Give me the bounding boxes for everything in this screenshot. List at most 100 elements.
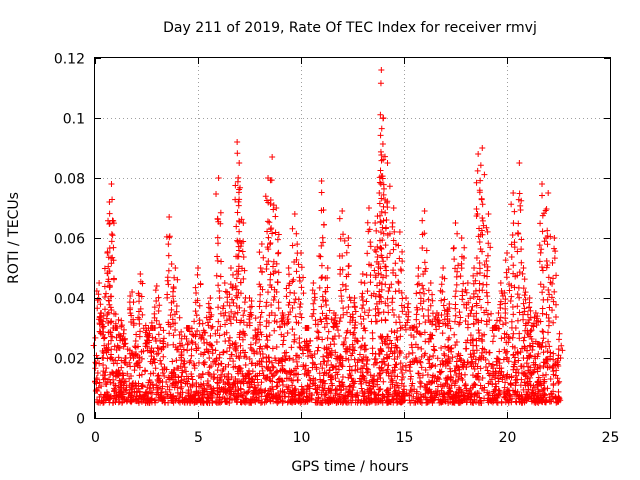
noise-point (490, 388, 497, 395)
cluster-point (132, 344, 139, 351)
noise-point (349, 391, 356, 398)
noise-point (203, 399, 210, 406)
cluster-point (272, 312, 279, 319)
noise-point (108, 354, 115, 361)
noise-point (109, 333, 116, 340)
cluster-point (376, 298, 383, 305)
cluster-point (425, 287, 432, 294)
noise-point (410, 393, 417, 400)
cluster-point (241, 307, 248, 314)
cluster-point (165, 267, 172, 274)
noise-point (430, 352, 437, 359)
noise-point (212, 330, 219, 337)
noise-point (473, 373, 480, 380)
noise-point (369, 345, 376, 352)
noise-point (92, 334, 99, 341)
noise-point (92, 387, 99, 394)
noise-point (504, 371, 511, 378)
noise-point (543, 371, 550, 378)
cluster-point (233, 223, 240, 230)
noise-point (523, 397, 530, 404)
noise-point (222, 398, 229, 405)
cluster-point (477, 177, 484, 184)
noise-point (233, 396, 240, 403)
cluster-point (240, 253, 247, 260)
cluster-point (374, 213, 381, 220)
cluster-point (502, 296, 509, 303)
cluster-point (130, 316, 137, 323)
noise-point (516, 335, 523, 342)
data-point (539, 181, 546, 187)
noise-point (413, 388, 420, 395)
data-point (520, 265, 527, 271)
noise-point (380, 393, 387, 400)
cluster-point (352, 319, 359, 326)
cluster-point (276, 323, 283, 330)
cluster-point (508, 293, 515, 300)
noise-point (266, 332, 273, 339)
noise-point (439, 330, 446, 337)
noise-point (218, 371, 225, 378)
cluster-point (110, 220, 117, 227)
data-point (227, 265, 234, 271)
cluster-point (438, 281, 445, 288)
cluster-point (396, 255, 403, 262)
cluster-point (254, 331, 261, 338)
noise-point (545, 338, 552, 345)
cluster-point (267, 196, 274, 203)
noise-point (426, 335, 433, 342)
noise-point (512, 379, 519, 386)
noise-point (518, 363, 525, 370)
noise-point (213, 355, 220, 362)
noise-point (165, 399, 172, 406)
noise-point (475, 376, 482, 383)
noise-point (177, 385, 184, 392)
cluster-point (169, 316, 176, 323)
noise-point (542, 391, 549, 398)
cluster-point (432, 321, 439, 328)
noise-point (370, 377, 377, 384)
cluster-point (386, 230, 393, 237)
cluster-point (463, 289, 470, 296)
noise-point (183, 368, 190, 375)
cluster-point (132, 338, 139, 345)
noise-point (126, 390, 133, 397)
noise-point (462, 381, 469, 388)
cluster-point (226, 291, 233, 298)
noise-point (325, 394, 332, 401)
cluster-point (188, 338, 195, 345)
cluster-point (420, 285, 427, 292)
cluster-point (97, 330, 104, 337)
cluster-point (359, 297, 366, 304)
x-tick-label: 10 (293, 430, 311, 446)
cluster-point (237, 279, 244, 286)
noise-point (506, 335, 513, 342)
data-point (318, 178, 325, 184)
cluster-point (160, 335, 167, 342)
noise-point (340, 341, 347, 348)
noise-point (335, 399, 342, 406)
cluster-point (476, 239, 483, 246)
noise-point (555, 380, 562, 387)
cluster-point (104, 270, 111, 277)
noise-point (442, 398, 449, 405)
noise-point (376, 364, 383, 371)
noise-point (550, 350, 557, 357)
noise-point (414, 359, 421, 366)
cluster-point (92, 359, 99, 366)
cluster-point (527, 314, 534, 321)
cluster-point (295, 296, 302, 303)
noise-point (451, 380, 458, 387)
noise-point (318, 391, 325, 398)
cluster-point (312, 317, 319, 324)
noise-point (204, 377, 211, 384)
noise-point (300, 363, 307, 370)
noise-point (512, 324, 519, 331)
noise-point (313, 399, 320, 406)
cluster-point (248, 303, 255, 310)
cluster-point (558, 342, 565, 349)
noise-point (217, 323, 224, 330)
noise-point (525, 331, 532, 338)
noise-point (395, 384, 402, 391)
noise-point (309, 354, 316, 361)
